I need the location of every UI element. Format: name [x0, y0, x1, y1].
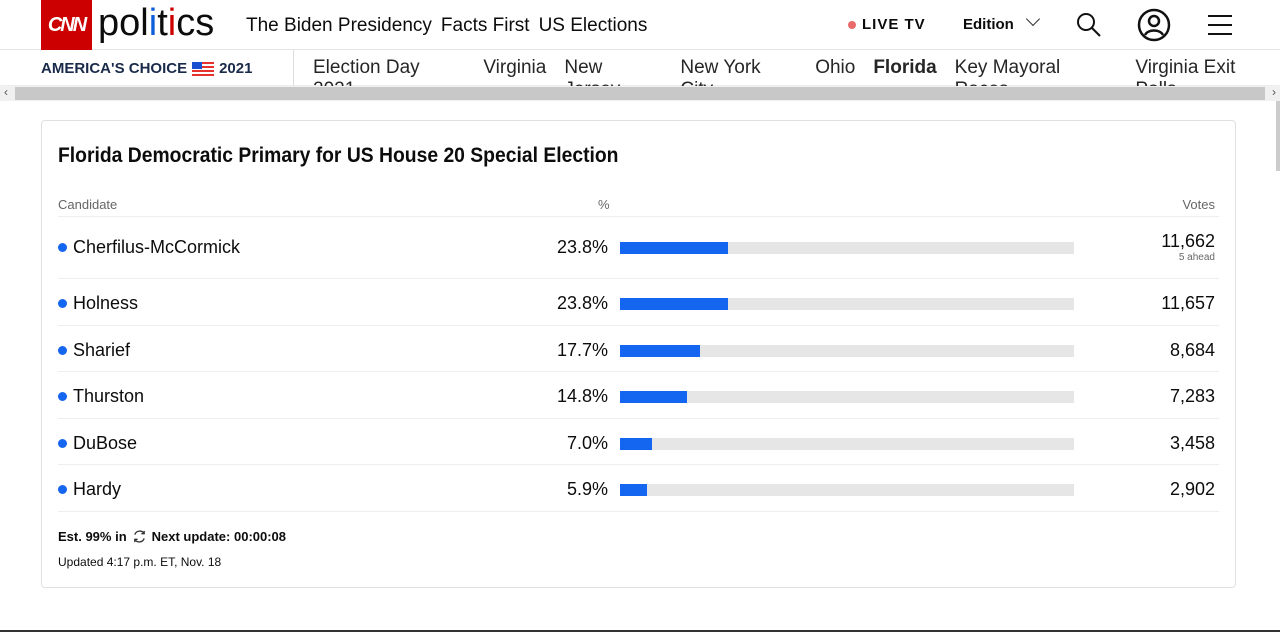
americas-choice-logo[interactable]: AMERICA'S CHOICE 2021	[41, 60, 253, 77]
next-update: Next update: 00:00:08	[151, 529, 287, 544]
vote-margin: 5 ahead	[1178, 252, 1215, 263]
vote-share-bar	[620, 298, 1074, 310]
vote-share-bar	[620, 438, 1074, 450]
candidate-row: Thurston 14.8% 7,283	[58, 372, 1219, 419]
est-reporting: Est. 99% in	[58, 529, 127, 544]
vertical-scrollbar[interactable]	[1276, 101, 1280, 171]
candidate-name: Holness	[58, 293, 138, 314]
vote-share-bar	[620, 345, 1074, 357]
candidate-votes: 2,902	[1169, 479, 1215, 499]
candidate-votes: 8,684	[1169, 340, 1215, 360]
candidate-dot-icon	[58, 243, 67, 252]
vote-share-fill	[620, 345, 701, 357]
candidate-pct: 7.0%	[566, 433, 608, 453]
nav-us-elections[interactable]: US Elections	[538, 15, 648, 36]
horizontal-scrollbar[interactable]: ‹ ›	[0, 85, 1280, 101]
politics-brand[interactable]: politics	[98, 2, 215, 44]
vote-share-bar	[620, 391, 1074, 403]
candidate-pct: 23.8%	[556, 237, 608, 257]
refresh-icon	[133, 530, 145, 543]
candidate-name: DuBose	[58, 433, 137, 454]
candidate-votes: 11,662 5 ahead	[1161, 231, 1215, 263]
candidate-pct: 5.9%	[566, 479, 608, 499]
candidate-header: Candidate	[58, 197, 118, 212]
subnav-florida[interactable]: Florida	[873, 57, 937, 78]
vote-share-fill	[620, 242, 729, 254]
flag-icon	[192, 61, 215, 76]
candidate-dot-icon	[58, 485, 67, 494]
top-nav: The Biden Presidency Facts First US Elec…	[246, 15, 647, 37]
pct-header: %	[598, 197, 610, 212]
candidate-votes: 3,458	[1169, 433, 1215, 453]
candidate-row: Cherfilus-McCormick 23.8% 11,662 5 ahead	[58, 217, 1219, 279]
candidate-name: Sharief	[58, 340, 130, 361]
candidate-dot-icon	[58, 299, 67, 308]
candidate-pct: 14.8%	[556, 386, 608, 406]
bottom-border	[0, 630, 1280, 632]
candidate-row: Holness 23.8% 11,657	[58, 279, 1219, 326]
live-tv-link[interactable]: LIVE TV	[848, 16, 926, 33]
live-dot-icon	[848, 20, 856, 29]
candidate-name: Thurston	[58, 386, 144, 407]
search-icon[interactable]	[1076, 12, 1102, 38]
divider	[293, 50, 294, 86]
candidate-pct: 23.8%	[556, 293, 608, 313]
candidate-votes: 7,283	[1169, 386, 1215, 406]
candidate-votes: 11,657	[1161, 293, 1215, 313]
vote-share-fill	[620, 391, 688, 403]
votes-header: Votes	[1182, 197, 1215, 212]
candidate-row: Sharief 17.7% 8,684	[58, 326, 1219, 372]
race-results-card: Florida Democratic Primary for US House …	[41, 120, 1236, 588]
nav-facts-first[interactable]: Facts First	[440, 15, 530, 36]
candidate-dot-icon	[58, 392, 67, 401]
candidate-name: Cherfilus-McCormick	[58, 237, 240, 258]
top-header: CNN politics The Biden Presidency Facts …	[0, 0, 1280, 50]
scrollbar-thumb[interactable]	[15, 87, 1265, 100]
candidate-row: DuBose 7.0% 3,458	[58, 419, 1219, 465]
edition-menu[interactable]: Edition	[963, 16, 1014, 33]
user-account-icon[interactable]	[1137, 8, 1171, 42]
candidate-dot-icon	[58, 439, 67, 448]
race-title: Florida Democratic Primary for US House …	[58, 144, 619, 167]
cnn-logo[interactable]: CNN	[41, 0, 92, 50]
subnav-ohio[interactable]: Ohio	[815, 57, 856, 78]
updated-time: Updated 4:17 p.m. ET, Nov. 18	[58, 555, 222, 569]
vote-share-bar	[620, 484, 1074, 496]
vote-share-fill	[620, 298, 729, 310]
subnav-virginia[interactable]: Virginia	[483, 57, 547, 78]
table-header: Candidate % Votes	[58, 197, 1219, 217]
scroll-left-icon[interactable]: ‹	[4, 85, 8, 99]
menu-icon[interactable]	[1208, 14, 1232, 36]
nav-biden-presidency[interactable]: The Biden Presidency	[246, 15, 432, 36]
candidate-name: Hardy	[58, 479, 121, 500]
vote-share-bar	[620, 242, 1074, 254]
candidate-row: Hardy 5.9% 2,902	[58, 465, 1219, 512]
chevron-down-icon[interactable]	[1025, 11, 1041, 27]
vote-share-fill	[620, 484, 647, 496]
candidate-pct: 17.7%	[556, 340, 608, 360]
scroll-right-icon[interactable]: ›	[1272, 85, 1276, 99]
live-tv-label: LIVE TV	[862, 16, 926, 33]
reporting-status: Est. 99% in Next update: 00:00:08	[58, 529, 286, 544]
candidate-dot-icon	[58, 346, 67, 355]
vote-share-fill	[620, 438, 652, 450]
